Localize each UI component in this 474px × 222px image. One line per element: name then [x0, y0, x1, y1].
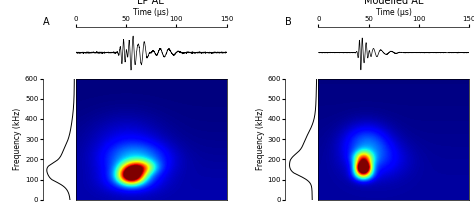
X-axis label: Time (μs): Time (μs) [376, 8, 412, 17]
Y-axis label: Frequency (kHz): Frequency (kHz) [256, 108, 265, 170]
Title: LP AE: LP AE [137, 0, 165, 6]
Text: B: B [285, 17, 292, 27]
Text: A: A [43, 17, 49, 27]
Y-axis label: Frequency (kHz): Frequency (kHz) [13, 108, 22, 170]
X-axis label: Time (μs): Time (μs) [133, 8, 169, 17]
Title: Modelled AE: Modelled AE [364, 0, 424, 6]
